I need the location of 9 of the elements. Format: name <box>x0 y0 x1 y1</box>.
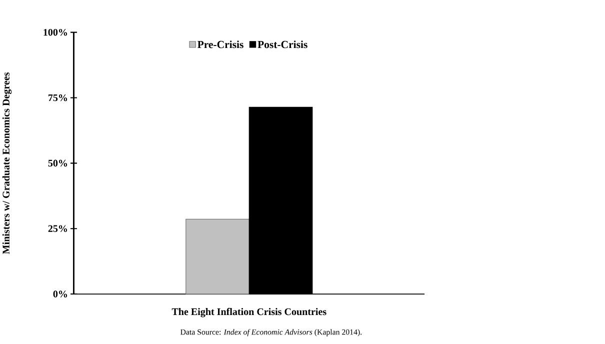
legend-label: Pre-Crisis <box>198 40 244 48</box>
legend-label: Post-Crisis <box>258 40 308 48</box>
y-tick-label: 100% <box>44 29 68 36</box>
y-axis-title: Ministers w/ Graduate Economics Degrees <box>2 72 12 254</box>
x-axis-title: The Eight Inflation Crisis Countries <box>172 308 326 318</box>
y-tick-label: 25% <box>48 225 68 232</box>
y-tick-label: 75% <box>48 94 68 102</box>
y-tick-label: 0% <box>53 290 68 298</box>
y-tick-label: 50% <box>48 160 68 167</box>
